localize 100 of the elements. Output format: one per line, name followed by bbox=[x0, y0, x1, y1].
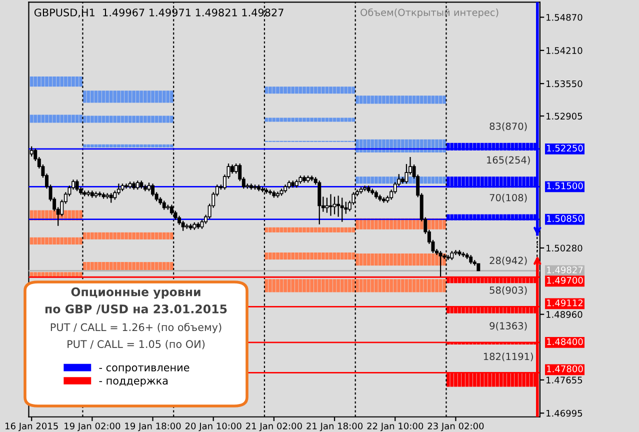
bar bbox=[264, 227, 268, 232]
bar bbox=[416, 279, 420, 292]
bar bbox=[106, 116, 110, 123]
bar bbox=[56, 76, 60, 87]
bar bbox=[72, 114, 75, 123]
bar bbox=[162, 262, 166, 270]
bar bbox=[298, 227, 302, 232]
bar bbox=[34, 237, 38, 244]
bar bbox=[284, 86, 288, 94]
bar bbox=[291, 118, 295, 122]
bar bbox=[158, 116, 162, 123]
y-tick-label: 1.47655 bbox=[546, 376, 582, 384]
bar bbox=[113, 90, 117, 103]
bar bbox=[113, 232, 117, 240]
ref-line-label: 1.49700 bbox=[547, 276, 583, 284]
candlestick bbox=[469, 254, 473, 265]
bar bbox=[276, 252, 280, 260]
bar bbox=[302, 279, 306, 292]
bar bbox=[136, 90, 140, 103]
bar bbox=[86, 144, 90, 148]
bar bbox=[82, 144, 86, 148]
bar bbox=[435, 96, 438, 104]
bar bbox=[291, 279, 295, 292]
bar bbox=[90, 116, 94, 123]
x-tick-label: 19 Jan 02:00 bbox=[64, 422, 120, 432]
bar bbox=[143, 116, 147, 123]
bar bbox=[272, 118, 276, 122]
bar bbox=[140, 232, 144, 240]
bar bbox=[340, 252, 344, 260]
bar bbox=[298, 86, 302, 94]
bar bbox=[162, 144, 166, 148]
candlestick bbox=[136, 180, 140, 190]
bar bbox=[400, 96, 404, 104]
bar bbox=[442, 96, 446, 104]
bar bbox=[64, 76, 68, 87]
bar bbox=[412, 96, 416, 104]
bar bbox=[329, 227, 332, 232]
bar bbox=[56, 272, 60, 278]
bar bbox=[162, 90, 166, 103]
bar bbox=[321, 227, 325, 232]
bar bbox=[45, 76, 48, 87]
candlestick bbox=[230, 164, 234, 174]
x-tick-label: 23 Jan 02:00 bbox=[428, 422, 484, 432]
bar bbox=[382, 139, 386, 152]
bar bbox=[344, 227, 348, 232]
bar bbox=[52, 114, 56, 123]
bar bbox=[64, 237, 68, 244]
bar bbox=[397, 279, 401, 292]
bar bbox=[86, 262, 90, 270]
bar bbox=[356, 254, 359, 266]
bar bbox=[382, 96, 386, 104]
bar bbox=[30, 237, 34, 244]
bar bbox=[340, 118, 344, 122]
bar bbox=[136, 116, 140, 123]
bar bbox=[154, 262, 158, 270]
bar bbox=[397, 139, 401, 152]
x-tick-label: 21 Jan 18:00 bbox=[306, 422, 363, 432]
bar bbox=[109, 116, 113, 123]
bar bbox=[374, 139, 378, 152]
y-tick-label: 1.48960 bbox=[546, 311, 582, 318]
candlestick bbox=[450, 250, 454, 261]
bar bbox=[318, 118, 322, 122]
bar bbox=[356, 176, 359, 184]
bar bbox=[427, 279, 431, 292]
bar bbox=[264, 118, 268, 122]
bar bbox=[124, 90, 128, 103]
bar bbox=[321, 279, 325, 292]
legend-label: - поддержка bbox=[99, 378, 168, 387]
bar bbox=[291, 227, 295, 232]
bar bbox=[310, 252, 314, 260]
bar bbox=[98, 90, 102, 103]
bar bbox=[336, 252, 340, 260]
bar bbox=[56, 237, 60, 244]
bar bbox=[416, 139, 420, 152]
legend-label: - сопротивление bbox=[99, 365, 190, 374]
y-tick-label: 1.54870 bbox=[546, 14, 582, 21]
bar bbox=[340, 227, 344, 232]
bar bbox=[420, 96, 424, 104]
x-tick-label: 20 Jan 10:00 bbox=[185, 422, 242, 432]
bar bbox=[356, 279, 359, 292]
bar bbox=[438, 176, 442, 184]
candlestick bbox=[98, 191, 102, 198]
bar bbox=[272, 227, 276, 232]
bar bbox=[52, 237, 56, 244]
bar bbox=[158, 262, 162, 270]
bar bbox=[370, 254, 374, 266]
bar bbox=[52, 76, 56, 87]
bar bbox=[424, 279, 428, 292]
bar bbox=[34, 272, 38, 278]
bar bbox=[136, 262, 140, 270]
candlestick bbox=[109, 192, 113, 204]
bar bbox=[442, 176, 446, 184]
bar bbox=[318, 252, 322, 260]
bar bbox=[170, 90, 174, 103]
bar bbox=[151, 232, 154, 240]
bar bbox=[276, 86, 280, 94]
annotation: 58(903) bbox=[490, 286, 527, 295]
bar bbox=[128, 232, 132, 240]
bar bbox=[98, 232, 102, 240]
bar bbox=[310, 86, 314, 94]
